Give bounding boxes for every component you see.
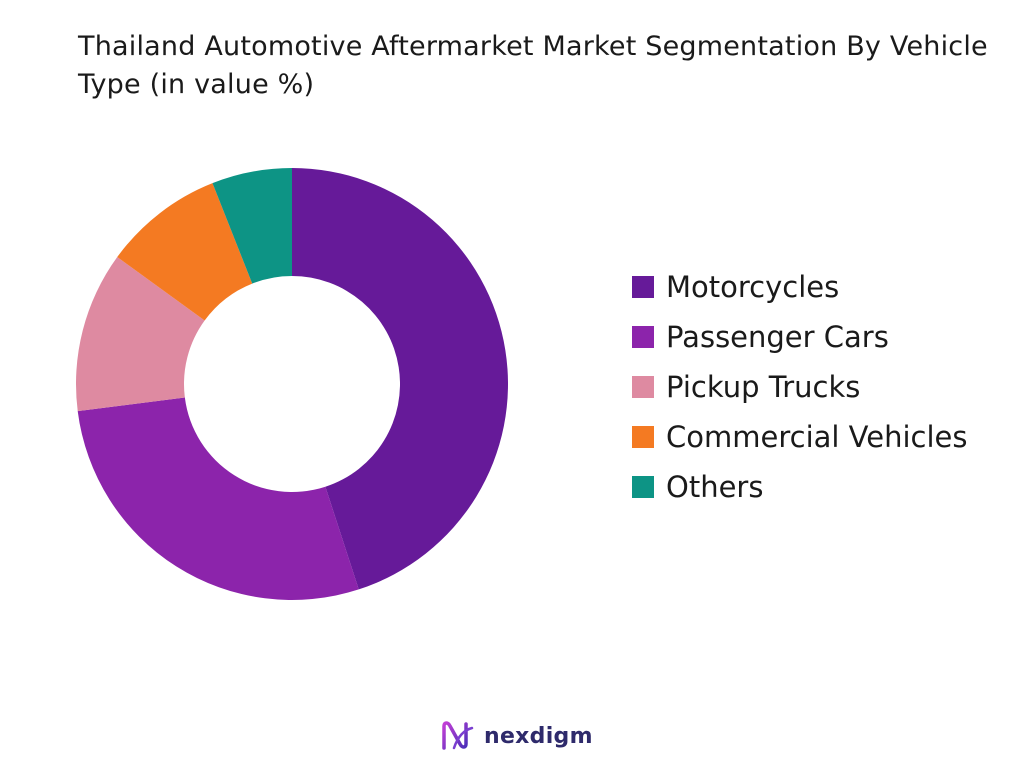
- legend-label: Commercial Vehicles: [666, 420, 968, 454]
- legend-swatch: [632, 326, 654, 348]
- legend-item-pickup-trucks: Pickup Trucks: [632, 362, 967, 412]
- legend-label: Motorcycles: [666, 270, 840, 304]
- legend-item-commercial-vehicles: Commercial Vehicles: [632, 412, 967, 462]
- chart-title: Thailand Automotive Aftermarket Market S…: [78, 31, 988, 100]
- donut-slice-commercial-vehicles: [117, 183, 253, 321]
- donut-slice-passenger-cars: [77, 397, 359, 601]
- chart-legend: Motorcycles Passenger Cars Pickup Trucks Co…: [632, 262, 967, 512]
- brand-logo: nexdigm: [440, 716, 593, 756]
- donut-slice-motorcycles: [292, 168, 509, 590]
- legend-label: Pickup Trucks: [666, 370, 861, 404]
- legend-label: Others: [666, 470, 764, 504]
- legend-item-passenger-cars: Passenger Cars: [632, 312, 967, 362]
- donut-slice-others: [212, 168, 292, 284]
- legend-swatch: [632, 476, 654, 498]
- legend-item-others: Others: [632, 462, 967, 512]
- nexdigm-logo-icon: [442, 721, 474, 750]
- legend-swatch: [632, 376, 654, 398]
- brand-name: nexdigm: [484, 723, 593, 749]
- legend-swatch: [632, 426, 654, 448]
- legend-swatch: [632, 276, 654, 298]
- legend-label: Passenger Cars: [666, 320, 889, 354]
- donut-slice-pickup-trucks: [76, 257, 205, 412]
- legend-item-motorcycles: Motorcycles: [632, 262, 967, 312]
